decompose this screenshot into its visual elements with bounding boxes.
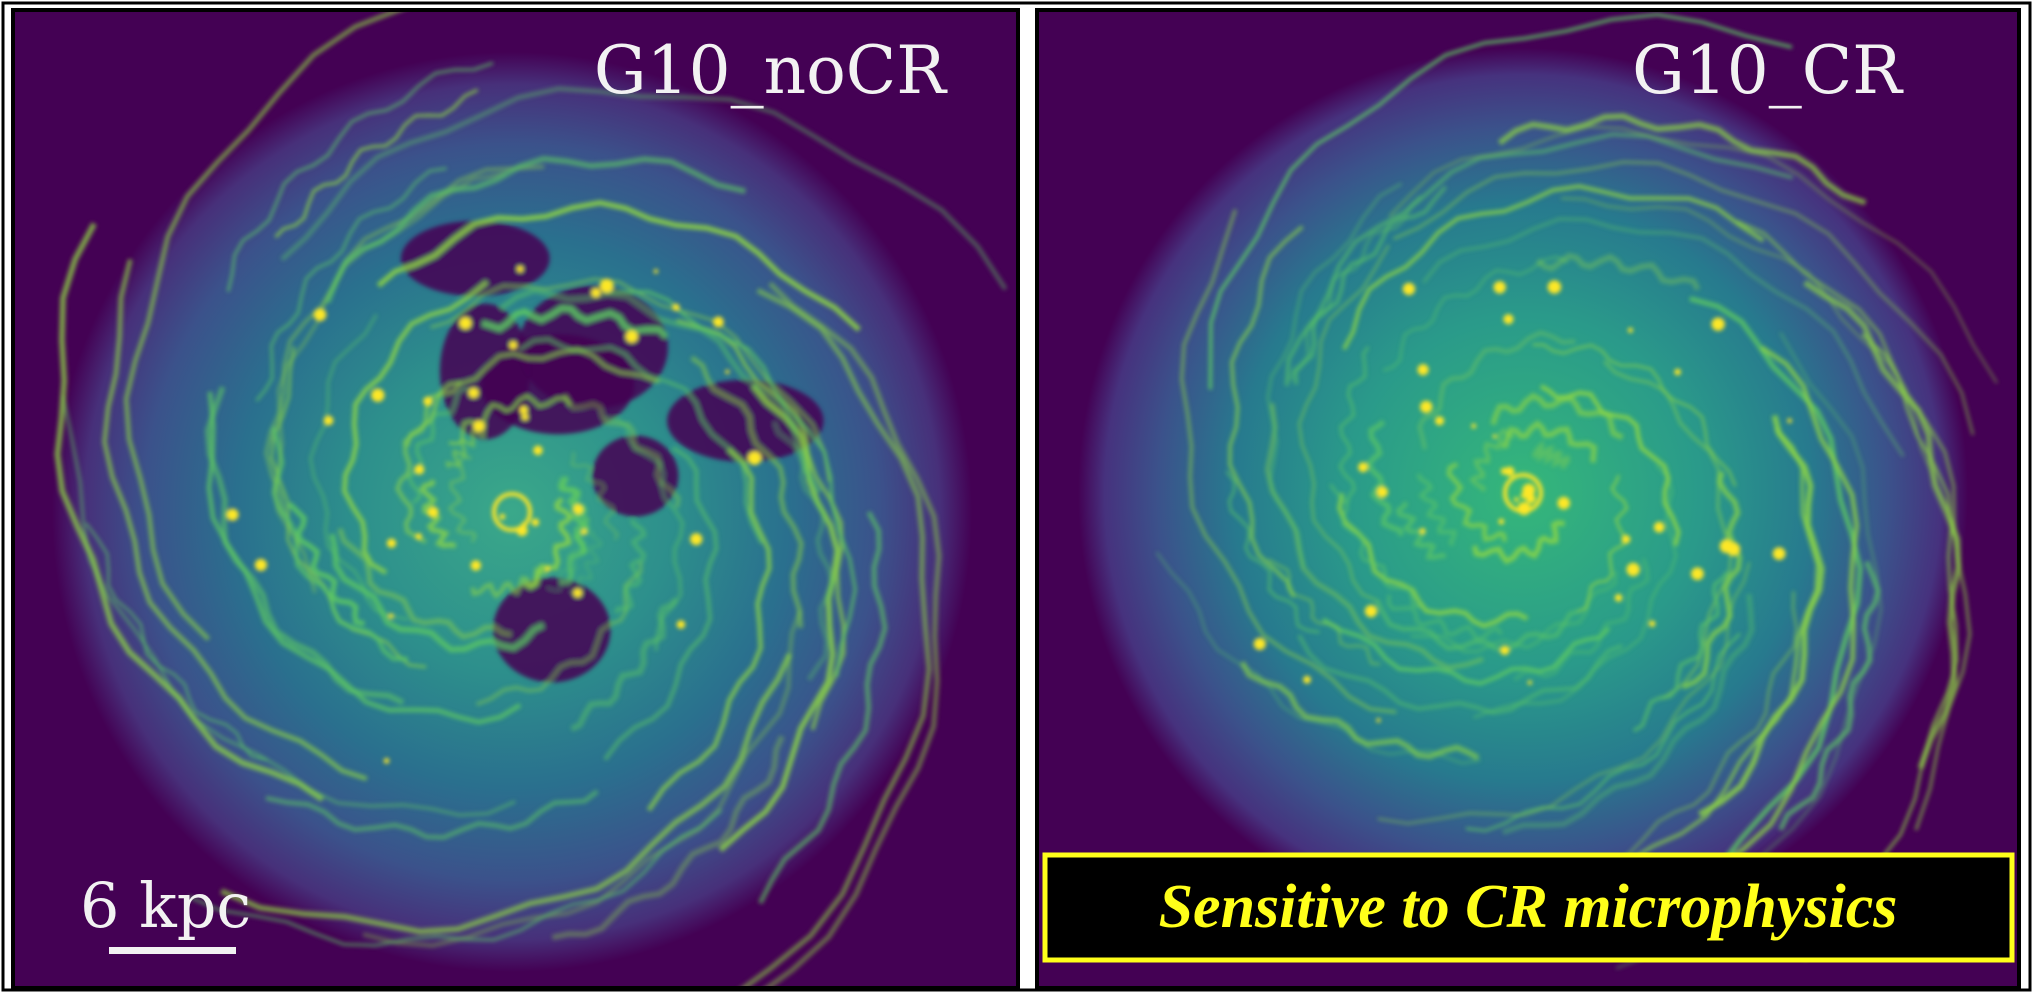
clump: [1365, 605, 1377, 617]
panel-cr: G10_CR Sensitive to CR microphysics: [1037, 10, 2019, 988]
panel-label: G10_CR: [1632, 32, 1904, 109]
clump: [1649, 620, 1655, 626]
clump: [1494, 281, 1506, 293]
clump: [1711, 317, 1724, 330]
clump: [1500, 646, 1509, 655]
clump: [626, 331, 638, 343]
gas-void: [493, 578, 611, 683]
clump: [654, 269, 658, 273]
clump: [414, 465, 424, 475]
clump: [1403, 283, 1415, 295]
clump: [532, 519, 540, 527]
clump: [1435, 416, 1444, 425]
page: G10_noCR 6 kpc G10_CR Sensitive to CR mi…: [0, 0, 2033, 993]
clump: [387, 538, 396, 547]
clump: [1548, 280, 1562, 294]
clump: [690, 533, 702, 545]
clump: [1514, 497, 1519, 502]
clump: [1674, 369, 1681, 376]
clump: [389, 613, 394, 618]
clump: [1254, 638, 1266, 650]
clump: [725, 370, 729, 374]
clump: [1557, 497, 1570, 510]
clump: [1528, 680, 1532, 684]
clump: [473, 421, 484, 432]
scale-bar: [109, 947, 236, 954]
clump: [1471, 424, 1476, 429]
clump: [1615, 594, 1623, 602]
clump: [1503, 314, 1513, 324]
clump: [1358, 462, 1368, 472]
clump: [545, 567, 550, 572]
clump: [469, 388, 479, 398]
clump: [423, 397, 432, 406]
clump: [499, 514, 505, 520]
clump: [1654, 522, 1665, 533]
clump: [324, 416, 334, 426]
clump: [1498, 519, 1504, 525]
clump: [1417, 364, 1428, 375]
clump: [415, 533, 422, 540]
clump: [1773, 547, 1786, 560]
clump: [520, 406, 528, 414]
clump: [1622, 535, 1631, 544]
clump: [471, 560, 481, 570]
figure: G10_noCR 6 kpc G10_CR Sensitive to CR mi…: [0, 0, 2033, 993]
clump: [522, 414, 529, 421]
clump: [1420, 528, 1426, 534]
clump: [1377, 486, 1388, 497]
callout-text: Sensitive to CR microphysics: [1159, 873, 1898, 941]
clump: [1626, 563, 1639, 576]
clump: [255, 559, 267, 571]
clump: [1691, 567, 1704, 580]
clump: [226, 509, 238, 521]
scale-bar-label: 6 kpc: [80, 869, 251, 942]
clump: [1376, 718, 1380, 722]
clump: [509, 341, 517, 349]
clump: [428, 507, 439, 518]
clump: [517, 266, 523, 272]
clump: [713, 317, 724, 328]
clump: [672, 304, 679, 311]
clump: [1303, 676, 1311, 684]
clump: [1787, 418, 1792, 423]
clump: [748, 451, 762, 465]
clump: [1628, 328, 1633, 333]
panel-nocr: G10_noCR 6 kpc: [13, 0, 1018, 993]
clump: [1505, 467, 1515, 477]
clump: [1720, 539, 1734, 553]
clump: [591, 288, 600, 297]
clump: [459, 317, 471, 329]
clump: [384, 758, 390, 764]
clump: [1522, 484, 1535, 497]
clump: [677, 620, 686, 629]
clump: [581, 529, 587, 535]
clump: [371, 388, 384, 401]
clump: [600, 279, 614, 293]
clump: [1493, 434, 1497, 438]
clump: [1420, 401, 1432, 413]
clump: [573, 504, 583, 514]
clump: [314, 308, 327, 321]
clump: [573, 589, 582, 598]
panel-label: G10_noCR: [594, 32, 948, 109]
clump: [533, 446, 543, 456]
